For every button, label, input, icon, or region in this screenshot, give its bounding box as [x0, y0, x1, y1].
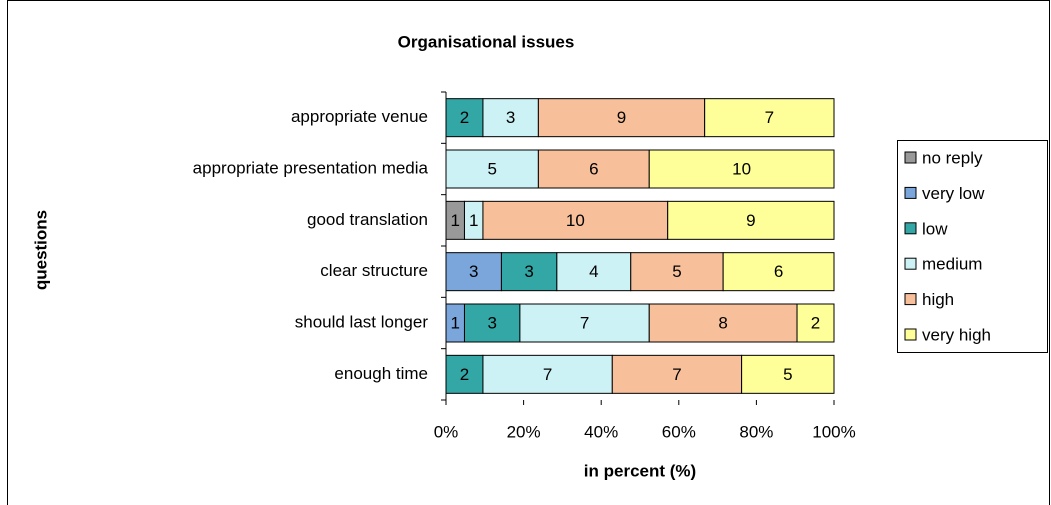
data-label: 5 — [672, 262, 681, 281]
data-label: 3 — [469, 262, 478, 281]
y-tick-label: clear structure — [320, 261, 428, 280]
bar-segment — [611, 354, 743, 394]
bar-segment — [630, 252, 724, 292]
chart-title: Organisational issues — [398, 32, 575, 51]
data-label: 3 — [524, 262, 533, 281]
legend-label: medium — [922, 255, 982, 274]
legend-label: low — [922, 219, 948, 238]
legend-label: high — [922, 290, 954, 309]
y-tick-label: appropriate presentation media — [193, 158, 429, 177]
x-tick-label: 100% — [812, 422, 855, 441]
legend-swatch — [904, 257, 917, 270]
bar-segment — [704, 98, 835, 138]
x-tick-label: 0% — [434, 422, 459, 441]
bar-segment — [537, 98, 706, 138]
y-tick-label: enough time — [334, 364, 428, 383]
bar-segment — [556, 252, 632, 292]
x-tick-label: 40% — [584, 422, 618, 441]
data-label: 2 — [811, 313, 820, 332]
x-tick-label: 20% — [507, 422, 541, 441]
bar-segment — [796, 303, 835, 343]
y-tick-label: good translation — [307, 210, 428, 229]
data-label: 2 — [460, 108, 469, 127]
legend-swatch — [904, 151, 917, 164]
data-label: 7 — [672, 365, 681, 384]
bar-segment — [463, 303, 521, 343]
data-label: 5 — [783, 365, 792, 384]
legend-swatch — [904, 186, 917, 199]
data-label: 1 — [451, 313, 460, 332]
legend-label: very low — [922, 184, 985, 203]
legend-swatch — [904, 293, 917, 306]
data-label: 1 — [469, 211, 478, 230]
bar-segment — [741, 354, 835, 394]
legend-label: no reply — [922, 148, 983, 167]
x-axis-label: in percent (%) — [584, 461, 696, 480]
data-label: 10 — [566, 211, 585, 230]
y-axis-label: questions — [31, 210, 50, 290]
bar-segment — [667, 200, 835, 240]
data-label: 10 — [732, 159, 751, 178]
legend-label: very high — [922, 325, 991, 344]
legend-swatch — [904, 328, 917, 341]
bar-segment — [537, 149, 650, 189]
data-label: 6 — [774, 262, 783, 281]
data-label: 3 — [487, 313, 496, 332]
data-label: 4 — [589, 262, 598, 281]
data-label: 9 — [617, 108, 626, 127]
data-label: 7 — [580, 313, 589, 332]
y-tick-label: appropriate venue — [291, 107, 428, 126]
data-label: 9 — [746, 211, 755, 230]
data-label: 2 — [460, 365, 469, 384]
bar-segment — [648, 303, 798, 343]
x-tick-label: 80% — [739, 422, 773, 441]
data-label: 5 — [487, 159, 496, 178]
bar-segment — [482, 354, 613, 394]
x-tick-label: 60% — [662, 422, 696, 441]
data-label: 7 — [543, 365, 552, 384]
data-label: 7 — [765, 108, 774, 127]
bar-segment — [648, 149, 835, 189]
data-label: 6 — [589, 159, 598, 178]
y-tick-label: should last longer — [295, 312, 429, 331]
legend-swatch — [904, 222, 917, 235]
legend — [897, 140, 1048, 353]
bar-segment — [482, 200, 669, 240]
data-label: 8 — [718, 313, 727, 332]
bar-segment — [500, 252, 558, 292]
bar-segment — [482, 98, 539, 138]
bar-segment — [722, 252, 835, 292]
data-label: 3 — [506, 108, 515, 127]
data-label: 1 — [451, 211, 460, 230]
bar-segment — [445, 252, 502, 292]
